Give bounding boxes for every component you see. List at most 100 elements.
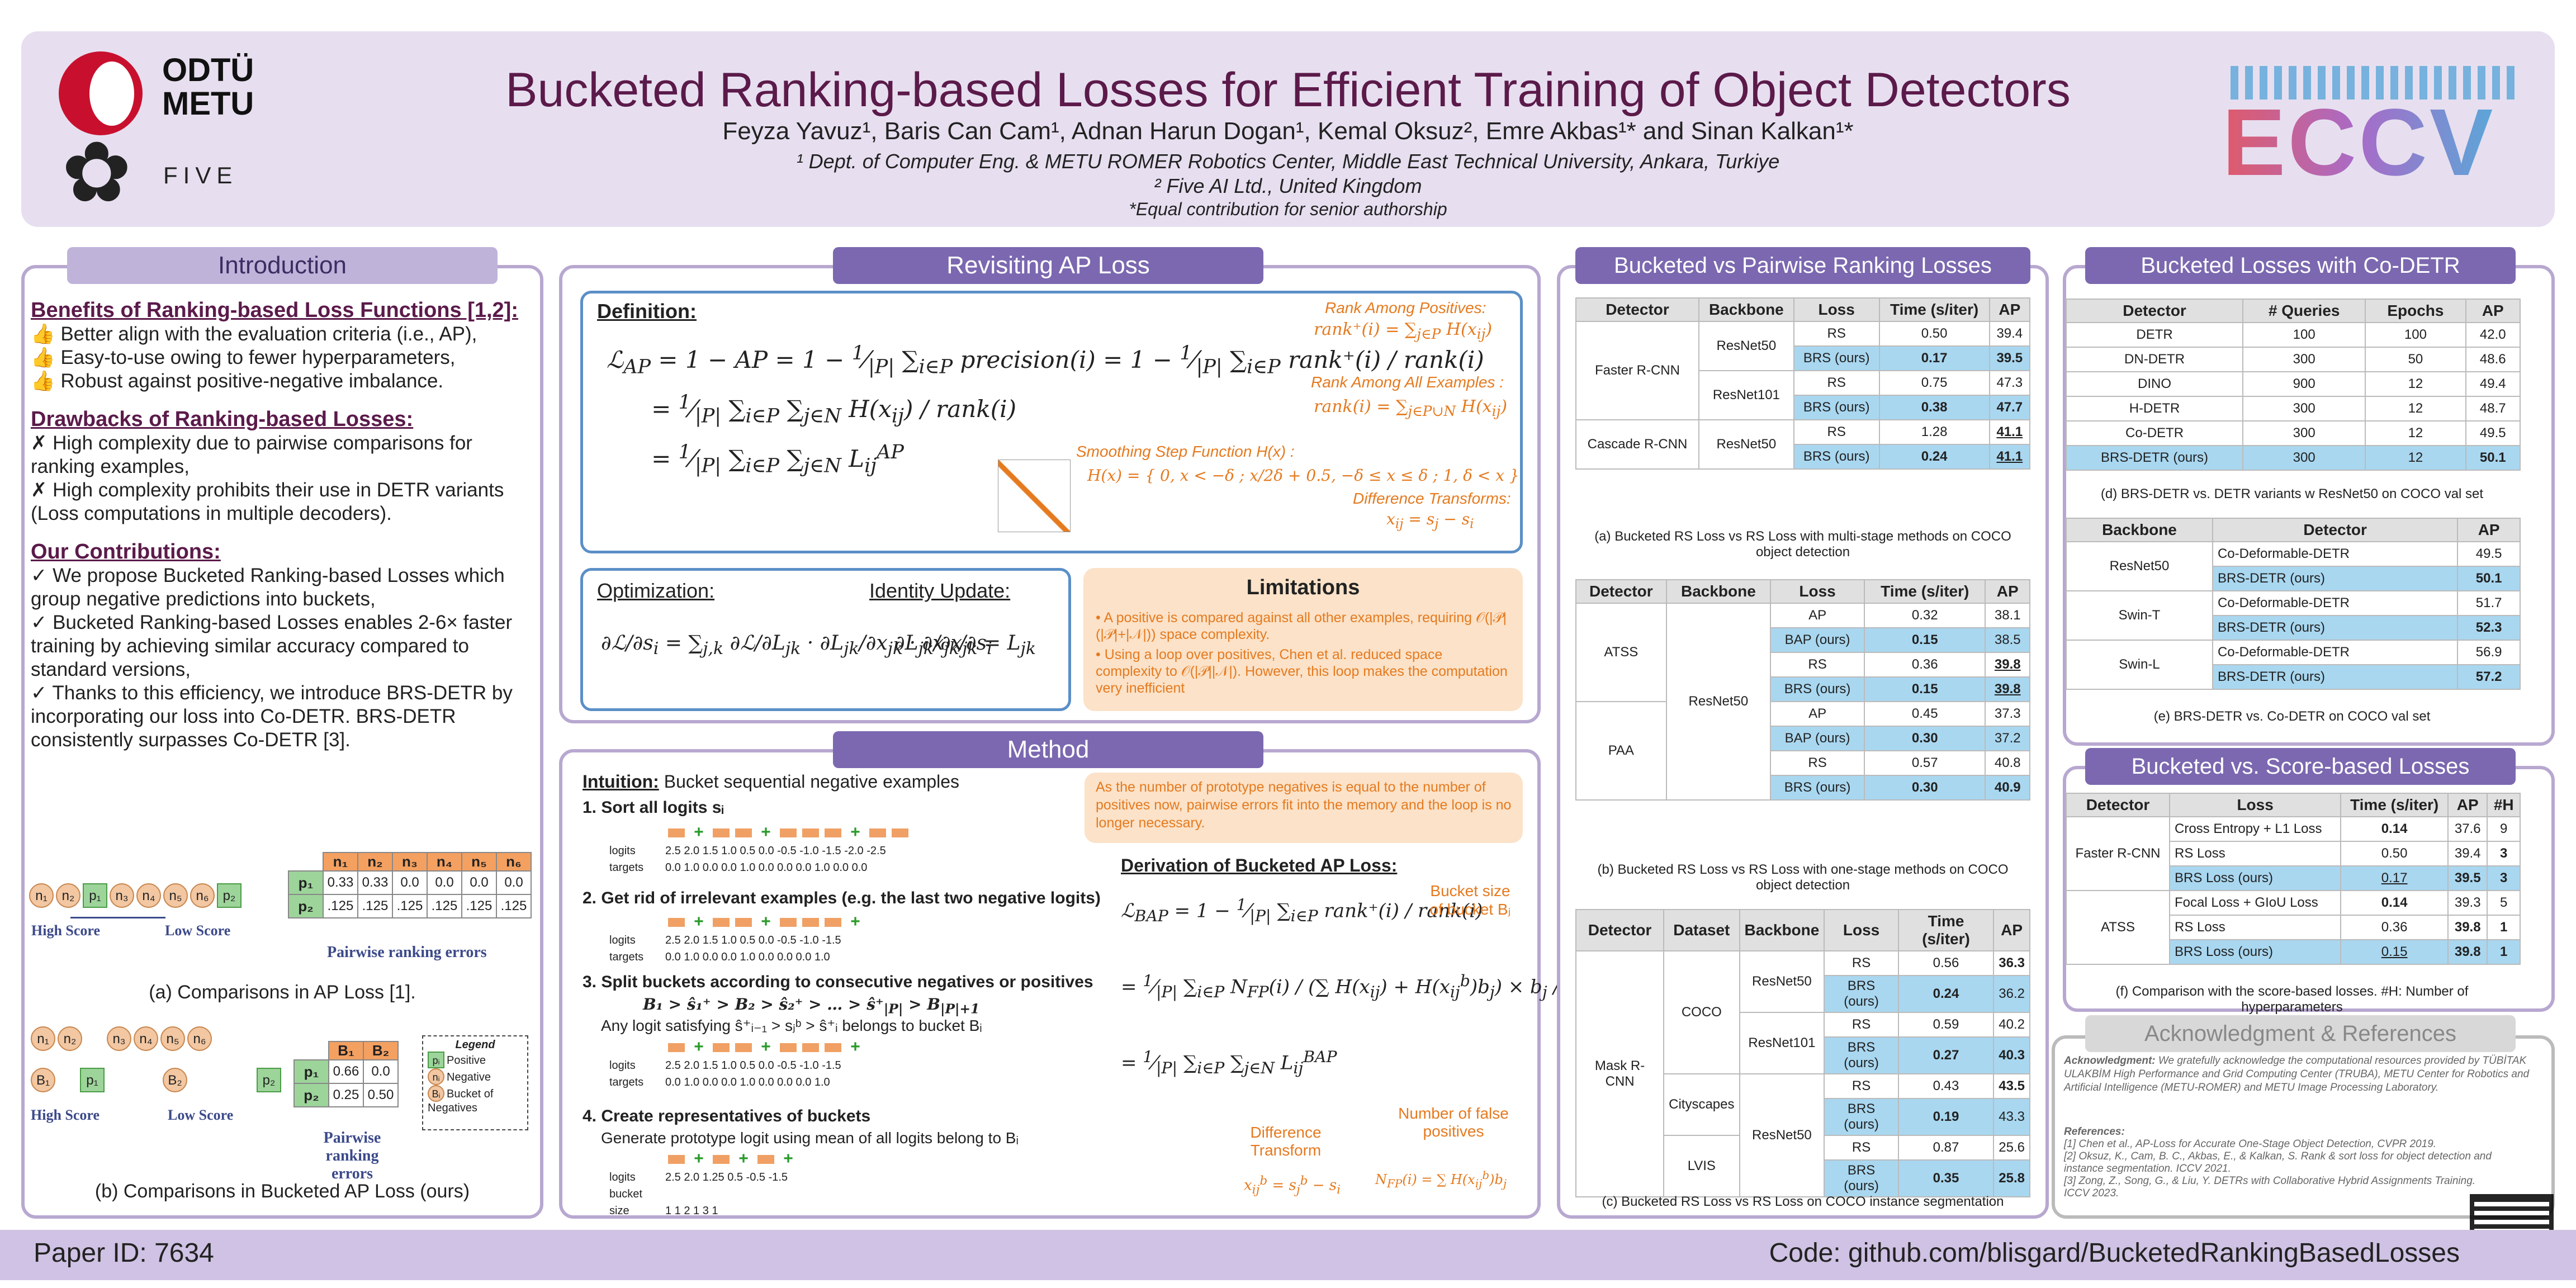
drawbacks-heading: Drawbacks of Ranking-based Losses:	[31, 408, 414, 431]
drawback-2: ✗ High complexity prohibits their use in…	[31, 479, 504, 524]
step-1-rows: + + + logits 2.5 2.0 1.5 1.0 0.5 0.0 -0.5 -…	[609, 824, 911, 876]
num-fp-label: Number of false positives	[1398, 1105, 1509, 1140]
fig-b-low-score: Low Score	[168, 1107, 234, 1123]
odtu-text: ODTÜ	[162, 52, 254, 88]
affiliation-note: *Equal contribution for senior authorshi…	[1129, 199, 1447, 219]
derivation-eq: ℒBAP = 1 − 1⁄|P| ∑i∈P rank⁺(i) / rank(i)…	[1121, 896, 1625, 1078]
method-note: As the number of prototype negatives is …	[1096, 779, 1512, 831]
method-note-box	[1085, 773, 1523, 843]
code-link[interactable]: Code: github.com/blisgard/BucketedRankin…	[1769, 1238, 2460, 1268]
caption-table-e: (e) BRS-DETR vs. Co-DETR on COCO val set	[2153, 709, 2431, 724]
fig-a-arrow	[70, 917, 165, 918]
rank-positives-label: Rank Among Positives:	[1325, 299, 1486, 316]
rank-all-eq: rank(i) = ∑j∈P∪N H(xij)	[1314, 397, 1508, 419]
legend-negative: nᵢ Negative	[428, 1068, 523, 1085]
codetr-title: Bucketed Losses with Co-DETR	[2085, 247, 2516, 284]
caption-table-f: (f) Comparison with the score-based loss…	[2115, 984, 2469, 1015]
affiliation-1: ¹ Dept. of Computer Eng. & METU ROMER Ro…	[796, 150, 1780, 173]
legend-box: Legend pᵢ Positive nᵢ Negative Bᵢ Bucket of…	[422, 1035, 528, 1130]
table-f: Detector Loss Time (s/iter) AP #H Faster R-C…	[2066, 793, 2521, 965]
derivation-heading: Derivation of Bucketed AP Loss:	[1121, 855, 1398, 875]
identity-eq: ∂Ljk/∂xjk = Ljk	[894, 632, 1036, 659]
caption-a: (a) Comparisons in AP Loss [1].	[149, 982, 416, 1003]
step-2: 2. Get rid of irrelevant examples (e.g. …	[583, 889, 1101, 907]
caption-table-b: (b) Bucketed RS Loss vs RS Loss with one…	[1597, 862, 2009, 893]
definition-heading: Definition:	[597, 300, 697, 323]
step-4: 4. Create representatives of buckets	[583, 1107, 871, 1125]
diff-transform-eq: xijb = sjb − si	[1244, 1174, 1341, 1197]
bucket-size-label: Bucket size of bucket Bⱼ	[1429, 882, 1511, 918]
ack-title: Acknowledgment & References	[2085, 1015, 2516, 1052]
footer-bar	[0, 1230, 2576, 1280]
table-b: Detector Backbone Loss Time (s/iter) AP ATSS…	[1575, 579, 2030, 801]
fig-b-high-score: High Score	[31, 1107, 100, 1123]
caption-table-d: (d) BRS-DETR vs. DETR variants w ResNet5…	[2100, 486, 2484, 501]
authors: Feyza Yavuz¹, Baris Can Cam¹, Adnan Haru…	[722, 117, 1854, 145]
optimization-eq: ∂ℒ/∂si = ∑j,k ∂ℒ/∂Ljk · ∂Ljk/∂xjk · ∂xjk…	[601, 632, 992, 659]
references: References: [1] Chen et al., AP-Loss for…	[2064, 1126, 2492, 1199]
table-a: Detector Backbone Loss Time (s/iter) AP Fast…	[1575, 297, 2031, 470]
fig-b-matrix: B₁ B₂ p₁ 0.66 0.0 p₂ 0.25 0.50	[293, 1041, 399, 1107]
drawback-1: ✗ High complexity due to pairwise compar…	[31, 432, 472, 477]
limitations-title: Limitations	[1246, 576, 1360, 599]
fig-a-low-score: Low Score	[165, 922, 231, 939]
table-c: Detector Dataset Backbone Loss Time (s/iter)…	[1575, 909, 2030, 1197]
method-title: Method	[833, 731, 1263, 768]
step-3: 3. Split buckets according to consecutiv…	[583, 973, 1093, 991]
limitation-2: • Using a loop over positives, Chen et a…	[1096, 647, 1508, 696]
legend-bucket: Bᵢ Bucket of Negatives	[428, 1085, 523, 1115]
identity-label: Identity Update:	[869, 579, 1011, 602]
caption-table-c: (c) Bucketed RS Loss vs RS Loss on COCO …	[1602, 1194, 2004, 1209]
ap-title: Revisiting AP Loss	[833, 247, 1263, 284]
five-logo-icon: ✿	[61, 125, 132, 219]
diff-eq: xij = sj − si	[1386, 510, 1474, 532]
step-3-rows: + + + logits 2.5 2.0 1.5 1.0 0.5 0.0 -0.5 -…	[609, 1038, 860, 1089]
odtu-logo-inner	[89, 61, 134, 126]
intuition-line: Intuition: Bucket sequential negative ex…	[583, 771, 960, 792]
optimization-box	[580, 568, 1071, 711]
benefit-1: 👍 Better align with the evaluation crite…	[31, 323, 477, 345]
contrib-1: ✓ We propose Bucketed Ranking-based Loss…	[31, 565, 505, 610]
fig-a-pairwise-label: Pairwise ranking errors	[327, 944, 487, 961]
rank-all-label: Rank Among All Examples :	[1311, 373, 1504, 391]
metu-text: METU	[162, 86, 254, 122]
smooth-eq: H(x) = { 0, x < −δ ; x/2δ + 0.5, −δ ≤ x …	[1087, 466, 1519, 485]
header-banner	[21, 31, 2555, 227]
poster-title: Bucketed Ranking-based Losses for Effici…	[505, 63, 2071, 117]
table-e: Backbone Detector AP ResNet50 Co-Deformable…	[2066, 518, 2521, 690]
smooth-label: Smoothing Step Function H(x) :	[1076, 443, 1295, 460]
eccv-logo-skyline	[2231, 66, 2516, 100]
diff-label: Difference Transforms:	[1353, 490, 1511, 507]
intro-panel	[21, 265, 543, 1219]
paper-id: Paper ID: 7634	[34, 1238, 214, 1268]
table-d: Detector # Queries Epochs AP DETR 100 100 42.0…	[2065, 299, 2521, 471]
fig-b-sequence: n₁ n₂ n₃ n₄ n₅ n₆	[31, 1026, 214, 1051]
rank-positives-eq: rank⁺(i) = ∑j∈P H(xij)	[1314, 320, 1493, 342]
fig-a-matrix: n₁ n₂ n₃ n₄ n₅ n₆ p₁ 0.33 0.33 0.0 0.0 0.0 0.0 p₂ .1…	[288, 852, 532, 918]
step-1: 1. Sort all logits sᵢ	[583, 798, 724, 817]
fig-a-sequence: n₁ n₂ p₁ n₃ n₄ n₅ n₆ p₂	[29, 883, 244, 908]
score-title: Bucketed vs. Score-based Losses	[2085, 748, 2516, 785]
five-text: FIVE	[163, 162, 238, 188]
caption-table-a: (a) Bucketed RS Loss vs RS Loss with mul…	[1594, 529, 2011, 560]
caption-b: (b) Comparisons in Bucketed AP Loss (our…	[94, 1181, 470, 1202]
step-2-rows: + + + logits 2.5 2.0 1.5 1.0 0.5 0.0 -0.5 -…	[609, 912, 860, 964]
limitation-1: • A positive is compared against all oth…	[1096, 610, 1507, 642]
eccv-logo: ECCV	[2222, 89, 2496, 196]
pairwise-title: Bucketed vs Pairwise Ranking Losses	[1575, 247, 2030, 284]
step-function-plot	[998, 460, 1071, 532]
contrib-3: ✓ Thanks to this efficiency, we introduc…	[31, 682, 513, 751]
fig-a-high-score: High Score	[31, 922, 101, 939]
benefits-heading: Benefits of Ranking-based Loss Functions…	[31, 299, 518, 322]
step-3b: Any logit satisfying ŝ⁺ᵢ₋₁ > sⱼᵇ > ŝ⁺ᵢ b…	[601, 1017, 982, 1034]
ap-loss-equation: ℒAP = 1 − AP = 1 − 1⁄|P| ∑i∈P precision(…	[607, 342, 1484, 477]
legend-positive: pᵢ Positive	[428, 1052, 523, 1068]
step-4-rows: + + + logits 2.5 2.0 1.25 0.5 -0.5 -1.5 buc…	[609, 1149, 793, 1218]
legend-title: Legend	[455, 1039, 495, 1051]
step-4b: Generate prototype logit using mean of a…	[601, 1129, 1019, 1147]
fig-b-buckets: B₁ p₁ B₂ p₂	[31, 1068, 283, 1092]
affiliation-2: ² Five AI Ltd., United Kingdom	[1154, 174, 1422, 197]
num-fp-eq: NFP(i) = ∑ H(xijb)bj	[1375, 1168, 1507, 1190]
optimization-label: Optimization:	[597, 579, 715, 602]
intro-title: Introduction	[67, 247, 498, 284]
